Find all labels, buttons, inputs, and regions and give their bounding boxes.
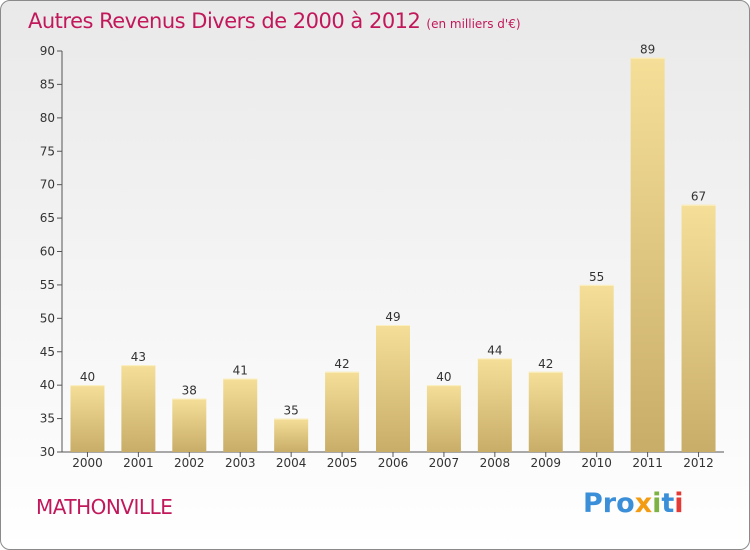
bar [426, 385, 461, 452]
x-tick-label: 2011 [632, 456, 663, 470]
data-label: 40 [436, 370, 451, 384]
x-tick-label: 2004 [276, 456, 307, 470]
x-tick-label: 2002 [174, 456, 205, 470]
bar [630, 57, 665, 452]
bar [274, 418, 309, 452]
y-tick-label: 80 [40, 111, 55, 125]
bar [477, 358, 512, 452]
x-tick-label: 2007 [429, 456, 460, 470]
x-tick-label: 2010 [581, 456, 612, 470]
brand-letter: r [602, 488, 617, 519]
brand-logo: Proxiti [583, 488, 684, 519]
data-label: 38 [182, 384, 197, 398]
bar [528, 371, 563, 452]
brand-letter: x [634, 488, 653, 519]
chart-subtitle: (en milliers d'€) [426, 17, 521, 31]
x-tick-label: 2005 [327, 456, 358, 470]
brand-letter: o [616, 488, 635, 519]
x-tick-label: 2012 [683, 456, 714, 470]
bar [376, 325, 410, 452]
x-tick-label: 2000 [72, 456, 103, 470]
y-tick-label: 90 [40, 44, 55, 58]
bar [325, 371, 360, 452]
y-tick-label: 85 [40, 77, 55, 91]
y-tick-label: 65 [40, 211, 55, 225]
data-label: 49 [385, 310, 400, 324]
chart-title: Autres Revenus Divers de 2000 à 2012 [28, 9, 421, 33]
y-tick-label: 75 [40, 144, 55, 158]
y-tick-label: 55 [40, 278, 55, 292]
bar [579, 284, 614, 452]
brand-letter: i [674, 488, 684, 519]
data-label: 55 [589, 270, 604, 284]
place-name: MATHONVILLE [36, 495, 173, 519]
bar [121, 365, 156, 452]
title-row: Autres Revenus Divers de 2000 à 2012 (en … [28, 9, 521, 33]
x-tick-label: 2008 [480, 456, 511, 470]
data-label: 35 [284, 404, 299, 418]
data-label: 42 [538, 357, 553, 371]
y-tick-label: 70 [40, 178, 55, 192]
x-tick-label: 2003 [225, 456, 256, 470]
brand-letter: P [583, 488, 603, 519]
brand-letter: t [661, 488, 675, 519]
bar [172, 398, 207, 452]
x-tick-label: 2001 [123, 456, 154, 470]
brand-letter: i [652, 488, 662, 519]
data-label: 42 [334, 357, 349, 371]
y-tick-label: 50 [40, 311, 55, 325]
y-tick-label: 35 [40, 412, 55, 426]
y-tick-label: 40 [40, 378, 55, 392]
x-tick-label: 2006 [378, 456, 409, 470]
data-label: 41 [233, 363, 248, 377]
data-label: 43 [131, 350, 146, 364]
data-label: 67 [691, 190, 706, 204]
y-tick-label: 30 [40, 445, 55, 459]
y-tick-label: 60 [40, 245, 55, 259]
data-label: 89 [640, 43, 655, 57]
bar [681, 204, 716, 452]
bar [223, 378, 258, 452]
data-label: 40 [80, 370, 95, 384]
x-tick-label: 2009 [530, 456, 561, 470]
data-label: 44 [487, 343, 502, 357]
bar [70, 385, 105, 452]
y-tick-label: 45 [40, 345, 55, 359]
